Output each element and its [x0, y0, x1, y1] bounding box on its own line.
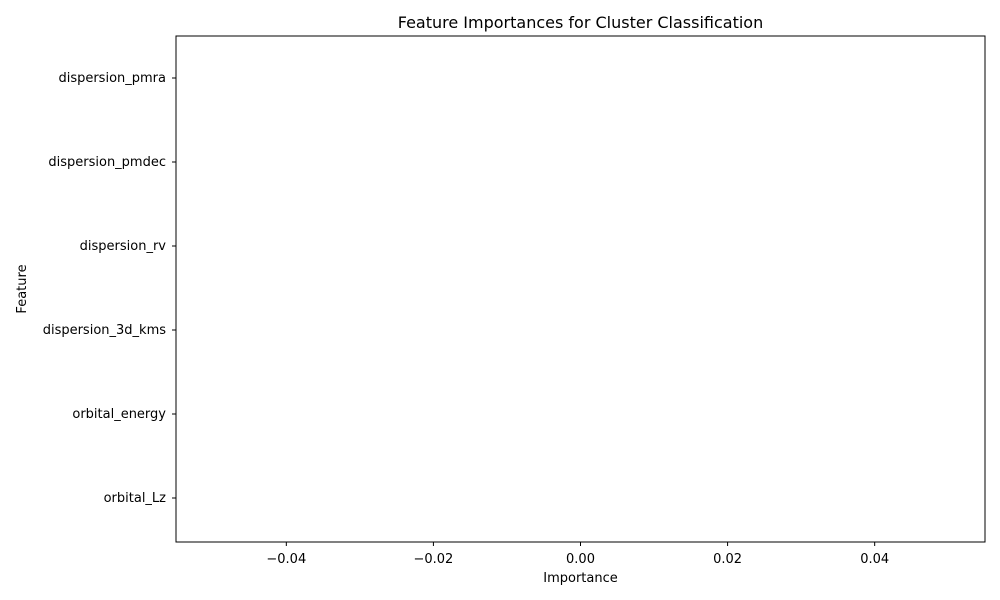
- x-tick-label: 0.00: [566, 552, 595, 567]
- y-axis-label: Feature: [15, 264, 30, 313]
- y-axis-ticks: dispersion_pmra dispersion_pmdec dispersio…: [43, 71, 176, 506]
- y-tick-label: dispersion_pmra: [58, 71, 166, 86]
- x-axis-label: Importance: [543, 571, 618, 586]
- x-tick-label: 0.02: [713, 552, 742, 567]
- x-tick-label: −0.04: [266, 552, 306, 567]
- chart-title: Feature Importances for Cluster Classifi…: [398, 13, 763, 32]
- plot-area-frame: [175, 35, 986, 543]
- y-tick-label: dispersion_pmdec: [48, 155, 166, 170]
- y-tick-label: dispersion_rv: [80, 239, 167, 254]
- x-tick-label: −0.02: [413, 552, 453, 567]
- y-tick-label: orbital_energy: [72, 407, 166, 422]
- x-tick-label: 0.04: [860, 552, 889, 567]
- y-tick-label: orbital_Lz: [104, 491, 167, 506]
- y-tick-label: dispersion_3d_kms: [43, 323, 167, 338]
- x-axis-ticks: −0.04 −0.02 0.00 0.02 0.04: [266, 542, 889, 567]
